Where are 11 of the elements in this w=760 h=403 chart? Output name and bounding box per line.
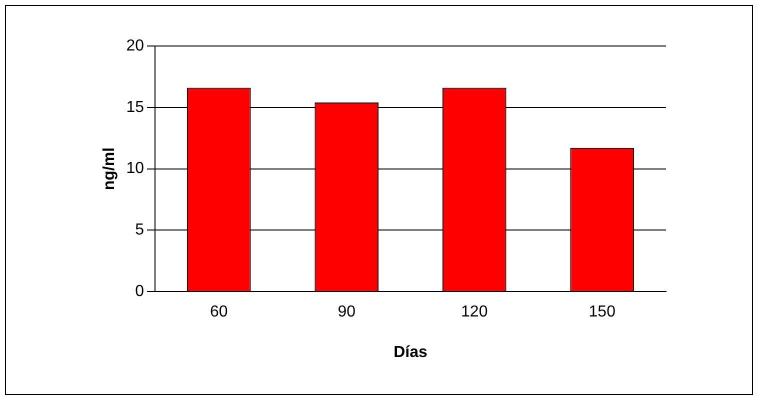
x-tick-label: 90: [338, 304, 356, 321]
y-tick-label: 0: [135, 283, 144, 300]
x-tick-label: 120: [461, 304, 488, 321]
y-tick-label: 20: [126, 37, 144, 54]
x-axis-title: Días: [394, 344, 428, 361]
x-tick-label: 150: [588, 304, 616, 321]
y-tick-label: 10: [126, 160, 144, 178]
y-tick-label: 15: [126, 98, 144, 116]
y-tick-label: 5: [135, 222, 144, 239]
x-tick-label: 60: [210, 304, 228, 321]
y-axis-title: ng/ml: [101, 147, 118, 190]
